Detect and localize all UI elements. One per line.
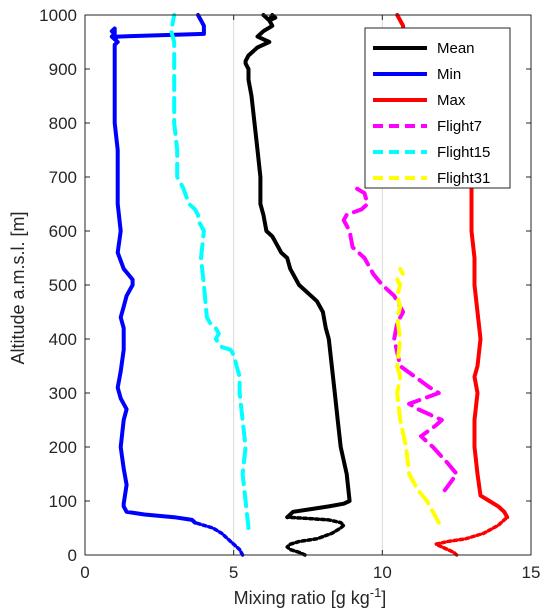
x-tick-label: 5	[229, 563, 238, 582]
y-tick-label: 500	[49, 276, 77, 295]
y-tick-label: 100	[49, 492, 77, 511]
series-line-mean-lower-dotted	[285, 515, 346, 557]
series-line-mean	[243, 13, 352, 520]
x-tick-label: 15	[522, 563, 541, 582]
legend-label-flight15: Flight15	[437, 144, 490, 161]
legend-items: Mean Min Max Flight7 Flight15 Flight31	[373, 40, 490, 187]
tick-labels: 0 5 10 15 0 100 200 300 400 500 600 700 800 900 1000	[39, 6, 540, 582]
y-tick-label: 300	[49, 384, 77, 403]
legend-label-max: Max	[437, 92, 466, 109]
legend-label-flight7: Flight7	[437, 118, 482, 135]
x-axis-label-main: Mixing ratio [g kg	[234, 588, 370, 608]
y-tick-label: 800	[49, 114, 77, 133]
series-line-max-lower-dotted	[434, 515, 509, 557]
series-line-min	[109, 13, 206, 525]
axis-ticks	[84, 14, 532, 556]
series-line-flight15	[169, 13, 251, 530]
legend-box	[364, 27, 511, 189]
y-tick-label: 400	[49, 330, 77, 349]
y-tick-label: 1000	[39, 6, 77, 25]
y-tick-label: 0	[68, 546, 77, 565]
x-tick-label: 0	[80, 563, 89, 582]
x-axis-label-end: ]	[381, 588, 386, 608]
series-line-flight7	[341, 185, 459, 493]
y-tick-label: 900	[49, 60, 77, 79]
x-tick-label: 10	[373, 563, 392, 582]
y-tick-label: 600	[49, 222, 77, 241]
y-axis-label: Altitude a.m.s.l. [m]	[8, 211, 28, 364]
y-tick-label: 200	[49, 438, 77, 457]
y-tick-label: 700	[49, 168, 77, 187]
x-axis-label-superscript: -1	[370, 585, 382, 600]
legend-label-mean: Mean	[437, 40, 475, 57]
legend-label-min: Min	[437, 66, 461, 83]
legend-label-flight31: Flight31	[437, 170, 490, 187]
series-line-flight31	[395, 266, 441, 525]
legend: Mean Min Max Flight7 Flight15 Flight31	[364, 27, 511, 189]
x-axis-label: Mixing ratio [g kg-1]	[234, 585, 387, 608]
series-line-min-lower-dotted	[193, 520, 245, 557]
